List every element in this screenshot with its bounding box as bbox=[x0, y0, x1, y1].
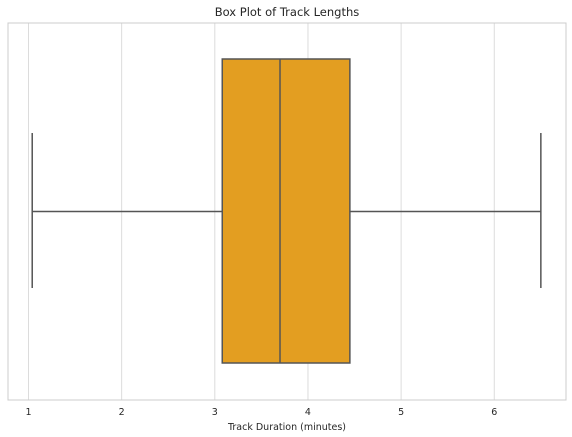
chart-title: Box Plot of Track Lengths bbox=[215, 5, 360, 19]
interquartile-box bbox=[221, 58, 351, 364]
x-axis-label: Track Duration (minutes) bbox=[227, 422, 346, 433]
x-tick-label-2: 2 bbox=[119, 407, 125, 418]
x-tick-label-4: 4 bbox=[305, 407, 311, 418]
x-tick-label-1: 1 bbox=[25, 407, 31, 418]
x-tick-label-6: 6 bbox=[491, 407, 497, 418]
x-tick-label-5: 5 bbox=[398, 407, 404, 418]
x-tick-label-3: 3 bbox=[212, 407, 218, 418]
box-plot bbox=[31, 58, 542, 364]
x-tick-labels: 1 2 3 4 5 6 bbox=[25, 407, 497, 418]
plot-frame bbox=[7, 22, 567, 401]
